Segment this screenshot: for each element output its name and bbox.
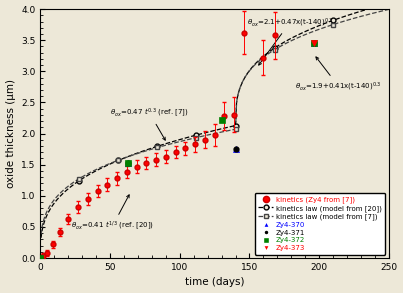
Text: $\theta_{ox}$=0.47 $t^{0.3}$ (ref. [7]): $\theta_{ox}$=0.47 $t^{0.3}$ (ref. [7]) bbox=[110, 106, 189, 140]
X-axis label: time (days): time (days) bbox=[185, 277, 244, 287]
Text: $\theta_{ox}$=0.41 $t^{1/3}$ (ref. [20]): $\theta_{ox}$=0.41 $t^{1/3}$ (ref. [20]) bbox=[71, 195, 154, 232]
Text: $\theta_{ox}$=1.9+0.41x(t-140)$^{0.3}$: $\theta_{ox}$=1.9+0.41x(t-140)$^{0.3}$ bbox=[295, 57, 382, 93]
Legend: kinetics (Zy4 from [7]), kinetics law (model from [20]), kinetics law (model fro: kinetics (Zy4 from [7]), kinetics law (m… bbox=[255, 193, 385, 255]
Y-axis label: oxide thickness (μm): oxide thickness (μm) bbox=[6, 79, 16, 188]
Text: $\theta_{ox}$=2.1+0.47x(t-140)$^{0.3}$: $\theta_{ox}$=2.1+0.47x(t-140)$^{0.3}$ bbox=[247, 16, 333, 65]
